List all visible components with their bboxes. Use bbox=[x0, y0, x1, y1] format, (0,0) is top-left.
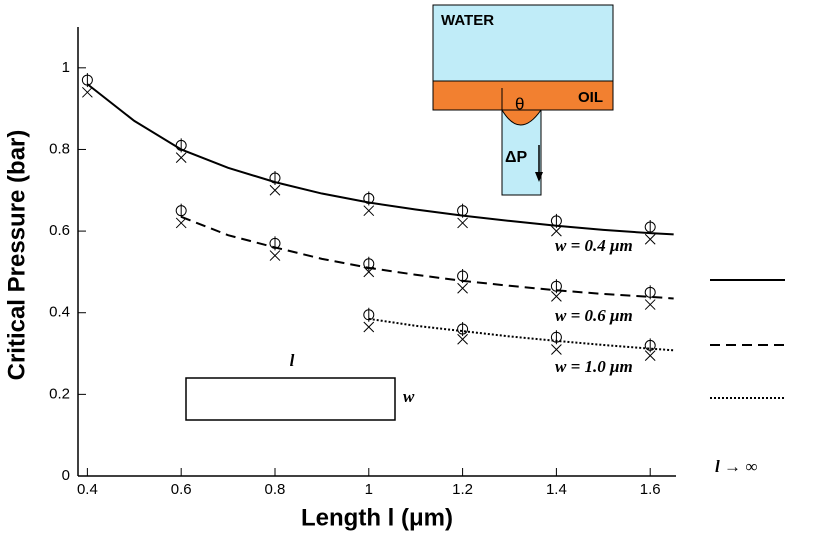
cross-marker bbox=[457, 217, 468, 229]
x-tick-label: 1 bbox=[365, 481, 373, 498]
sketch-width: w bbox=[403, 387, 415, 406]
sketch-rect bbox=[185, 377, 396, 421]
y-tick-label: 0.2 bbox=[49, 385, 70, 402]
cross-marker bbox=[363, 205, 375, 217]
pressure-label: ΔP bbox=[505, 149, 528, 166]
water-label: WATER bbox=[441, 12, 494, 29]
water bbox=[432, 4, 614, 82]
curve-label: w = 0.4 μm bbox=[555, 236, 633, 255]
y-axis-label: Critical Pressure (bar) bbox=[3, 130, 30, 381]
cross-marker bbox=[363, 321, 375, 333]
curve-label: w = 0.6 μm bbox=[555, 306, 633, 325]
cross-marker bbox=[551, 225, 562, 237]
curve bbox=[180, 215, 674, 300]
cross-marker bbox=[457, 282, 468, 294]
sketch-length: l bbox=[290, 351, 295, 370]
cross-marker bbox=[175, 152, 187, 163]
x-tick-label: 1.6 bbox=[640, 481, 661, 498]
y-tick-label: 1 bbox=[62, 59, 70, 76]
x-tick-label: 0.4 bbox=[77, 481, 98, 498]
oil-label: OIL bbox=[578, 89, 603, 106]
x-tick-label: 0.8 bbox=[265, 481, 286, 498]
cross-marker bbox=[644, 299, 656, 310]
cross-marker bbox=[175, 217, 187, 229]
y-tick-label: 0.8 bbox=[49, 140, 70, 157]
x-tick-label: 1.2 bbox=[452, 481, 473, 498]
y-tick-label: 0 bbox=[62, 467, 70, 484]
arrow-head bbox=[535, 172, 543, 182]
x-tick-label: 1.4 bbox=[546, 481, 567, 498]
meniscus bbox=[501, 109, 542, 126]
cross-marker bbox=[363, 266, 375, 278]
x-axis-label: Length l (μm) bbox=[301, 504, 453, 531]
x-tick-label: 0.6 bbox=[171, 481, 192, 498]
cross-marker bbox=[551, 291, 562, 302]
curve-label: w = 1.0 μm bbox=[555, 357, 633, 376]
inset: WATER OIL θ ΔP bbox=[432, 4, 614, 196]
cross-marker bbox=[551, 344, 562, 355]
curve bbox=[86, 83, 674, 236]
oil bbox=[432, 80, 614, 111]
cross-marker bbox=[269, 184, 281, 196]
angle-label: θ bbox=[515, 94, 524, 113]
legend-title: l → ∞ bbox=[715, 457, 757, 476]
cross-marker bbox=[644, 233, 656, 245]
cross-marker bbox=[457, 333, 468, 345]
cross-marker bbox=[269, 250, 281, 261]
curve bbox=[368, 317, 674, 352]
cross-marker bbox=[82, 86, 93, 98]
y-tick-label: 0.6 bbox=[49, 222, 70, 239]
cross-marker bbox=[644, 350, 656, 361]
y-tick-label: 0.4 bbox=[49, 304, 70, 321]
